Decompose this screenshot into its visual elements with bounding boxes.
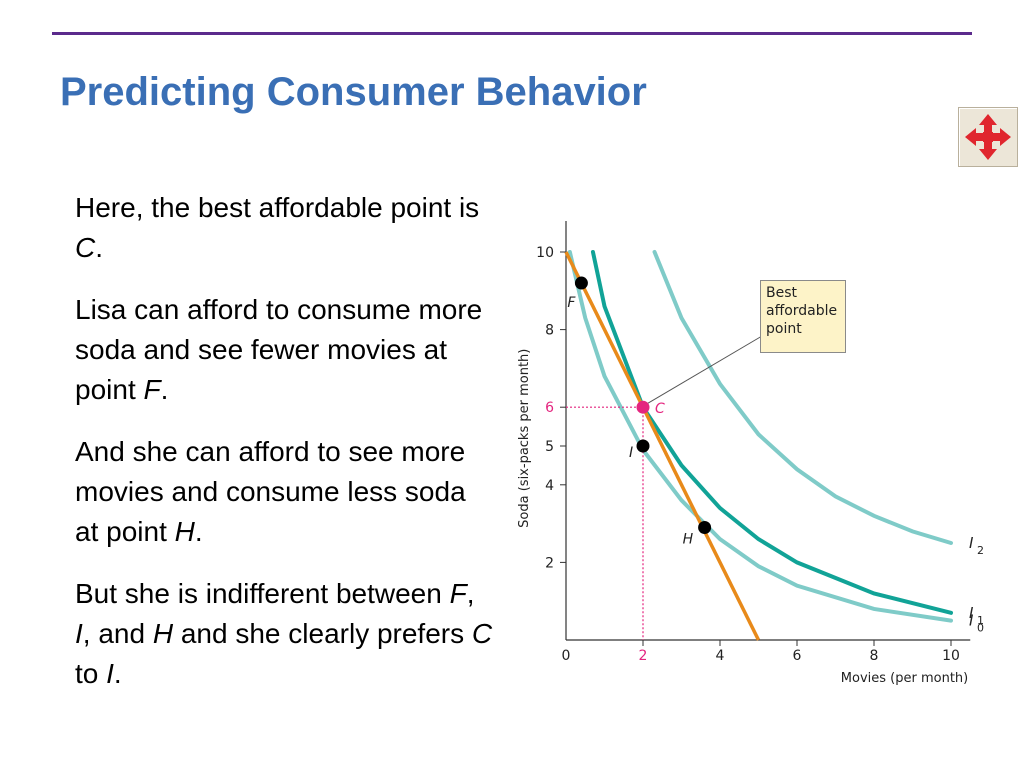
- indifference-curve-I1: [590, 250, 953, 615]
- top-divider: [52, 32, 972, 35]
- point-label-C: C: [655, 401, 665, 417]
- y-tick-label: 2: [545, 555, 554, 571]
- curve-label-subscript: 0: [977, 622, 984, 635]
- y-axis-label: Soda (six-packs per month): [517, 349, 532, 528]
- callout-leader-line: [647, 335, 763, 404]
- curve-label: I: [969, 534, 974, 552]
- point-H: [698, 520, 712, 534]
- point-label-H: H: [683, 531, 694, 547]
- curve-label-subscript: 2: [977, 544, 984, 557]
- x-tick-label: 8: [870, 648, 879, 664]
- x-tick-label: 6: [793, 648, 802, 664]
- y-tick-label: 4: [545, 478, 554, 494]
- curve-label-subscript: 1: [977, 614, 984, 627]
- best-affordable-callout: Best affordable point: [760, 280, 846, 353]
- x-tick-label: 2: [639, 648, 648, 664]
- four-way-arrow-icon: [965, 114, 1011, 160]
- paragraph-indifferent: But she is indifferent between F, I, and…: [75, 578, 493, 689]
- point-label-F: F: [567, 295, 576, 311]
- explanation-text: Here, the best affordable point is C. Li…: [75, 188, 495, 716]
- y-tick-label: 10: [536, 245, 554, 261]
- slide-title: Predicting Consumer Behavior: [60, 70, 647, 114]
- y-tick-label: 6: [545, 400, 554, 416]
- indifference-curve-I2: [652, 250, 953, 545]
- x-tick-label: 4: [716, 648, 725, 664]
- y-tick-label: 8: [545, 323, 554, 339]
- x-axis-label: Movies (per month): [841, 671, 968, 686]
- navigation-button[interactable]: [958, 107, 1018, 167]
- paragraph-best-point: Here, the best affordable point is C.: [75, 192, 480, 263]
- curve-label: I: [969, 612, 974, 630]
- paragraph-point-f: Lisa can afford to consume more soda and…: [75, 294, 483, 405]
- budget-line: [564, 251, 761, 641]
- point-F: [574, 276, 588, 290]
- x-tick-label: 10: [942, 648, 960, 664]
- point-C: [636, 400, 650, 414]
- point-I: [636, 439, 650, 453]
- curve-label: I: [969, 604, 974, 622]
- point-label-I: I: [629, 445, 633, 461]
- x-tick-label: 0: [562, 648, 571, 664]
- y-tick-label: 5: [545, 439, 554, 455]
- paragraph-point-h: And she can afford to see more movies an…: [75, 436, 466, 547]
